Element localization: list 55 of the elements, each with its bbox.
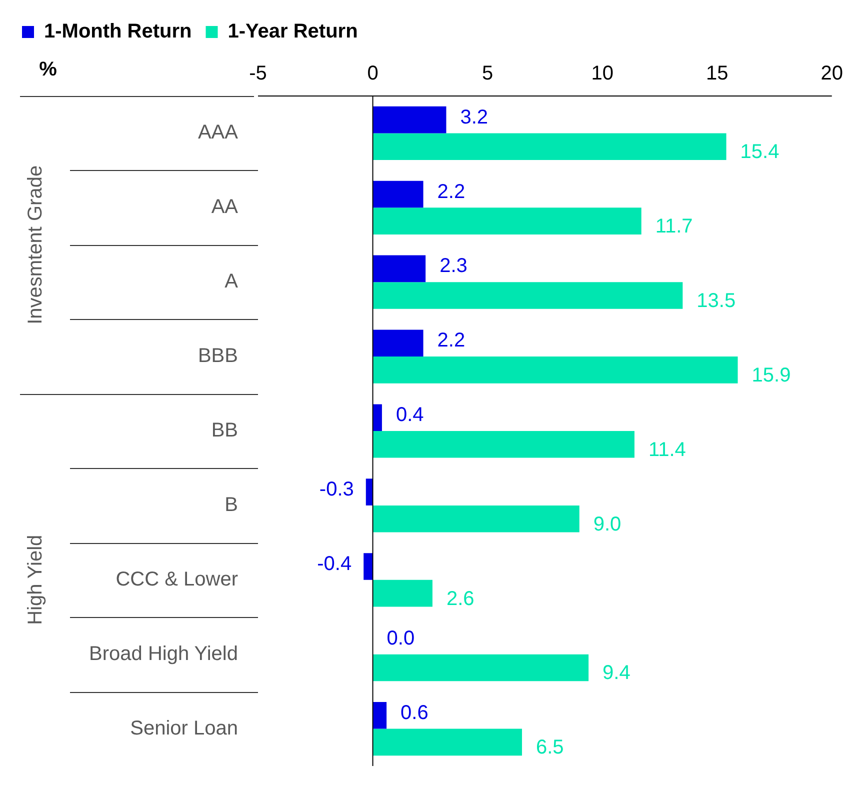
data-label: 15.9 xyxy=(752,364,791,386)
bar xyxy=(372,356,738,384)
bar xyxy=(366,478,373,506)
data-label: 6.5 xyxy=(536,736,564,759)
x-tick-label: 0 xyxy=(367,62,378,85)
bar xyxy=(372,431,634,458)
y-tick-label: A xyxy=(224,270,239,293)
data-label: 3.2 xyxy=(460,106,488,128)
data-label: 0.0 xyxy=(386,627,415,650)
x-tick-label: 20 xyxy=(820,62,843,85)
data-label: -0.4 xyxy=(317,553,352,576)
legend-label: 1-Year Return xyxy=(228,20,358,43)
bar xyxy=(372,728,522,756)
data-label: 2.2 xyxy=(437,330,466,352)
x-tick-label: 10 xyxy=(591,62,614,85)
y-tick-label: AA xyxy=(211,196,239,218)
data-label: 13.5 xyxy=(696,290,736,312)
x-axis-title: % xyxy=(39,58,58,81)
bar xyxy=(372,580,432,607)
bar xyxy=(364,553,373,580)
y-tick-label: Broad High Yield xyxy=(89,642,238,665)
y-tick-label: AAA xyxy=(198,122,239,144)
data-label: 9.4 xyxy=(602,662,630,684)
y-tick-label: CCC & Lower xyxy=(116,568,238,590)
bar xyxy=(372,505,580,532)
x-tick-label: -5 xyxy=(249,62,267,85)
text: High Yield xyxy=(24,534,47,625)
bar xyxy=(372,106,446,134)
data-label: -0.3 xyxy=(319,478,354,501)
data-label: 15.4 xyxy=(740,141,780,164)
bar xyxy=(372,654,589,682)
legend-label: 1-Month Return xyxy=(44,20,192,43)
bar xyxy=(372,702,387,729)
data-label: 0.6 xyxy=(400,702,428,724)
x-tick-label: 15 xyxy=(706,62,728,85)
bar xyxy=(372,133,726,160)
data-label: 0.4 xyxy=(396,404,424,426)
data-label: 11.4 xyxy=(648,438,686,461)
text: Invesmtent Grade xyxy=(24,165,47,324)
bar xyxy=(372,255,426,282)
data-label: 2.6 xyxy=(446,588,474,610)
bar xyxy=(372,404,382,431)
bar xyxy=(372,180,424,208)
data-label: 2.2 xyxy=(437,180,466,203)
bar xyxy=(372,208,642,234)
bar xyxy=(372,330,424,357)
y-tick-label: BB xyxy=(211,420,238,442)
y-tick-label: Senior Loan xyxy=(130,717,238,740)
y-tick-label: BBB xyxy=(198,345,238,368)
data-label: 11.7 xyxy=(655,216,693,238)
data-label: 9.0 xyxy=(593,513,622,536)
y-tick-label: B xyxy=(224,494,238,516)
data-label: 2.3 xyxy=(440,255,468,278)
bar xyxy=(372,282,683,309)
x-tick-label: 5 xyxy=(482,62,494,85)
